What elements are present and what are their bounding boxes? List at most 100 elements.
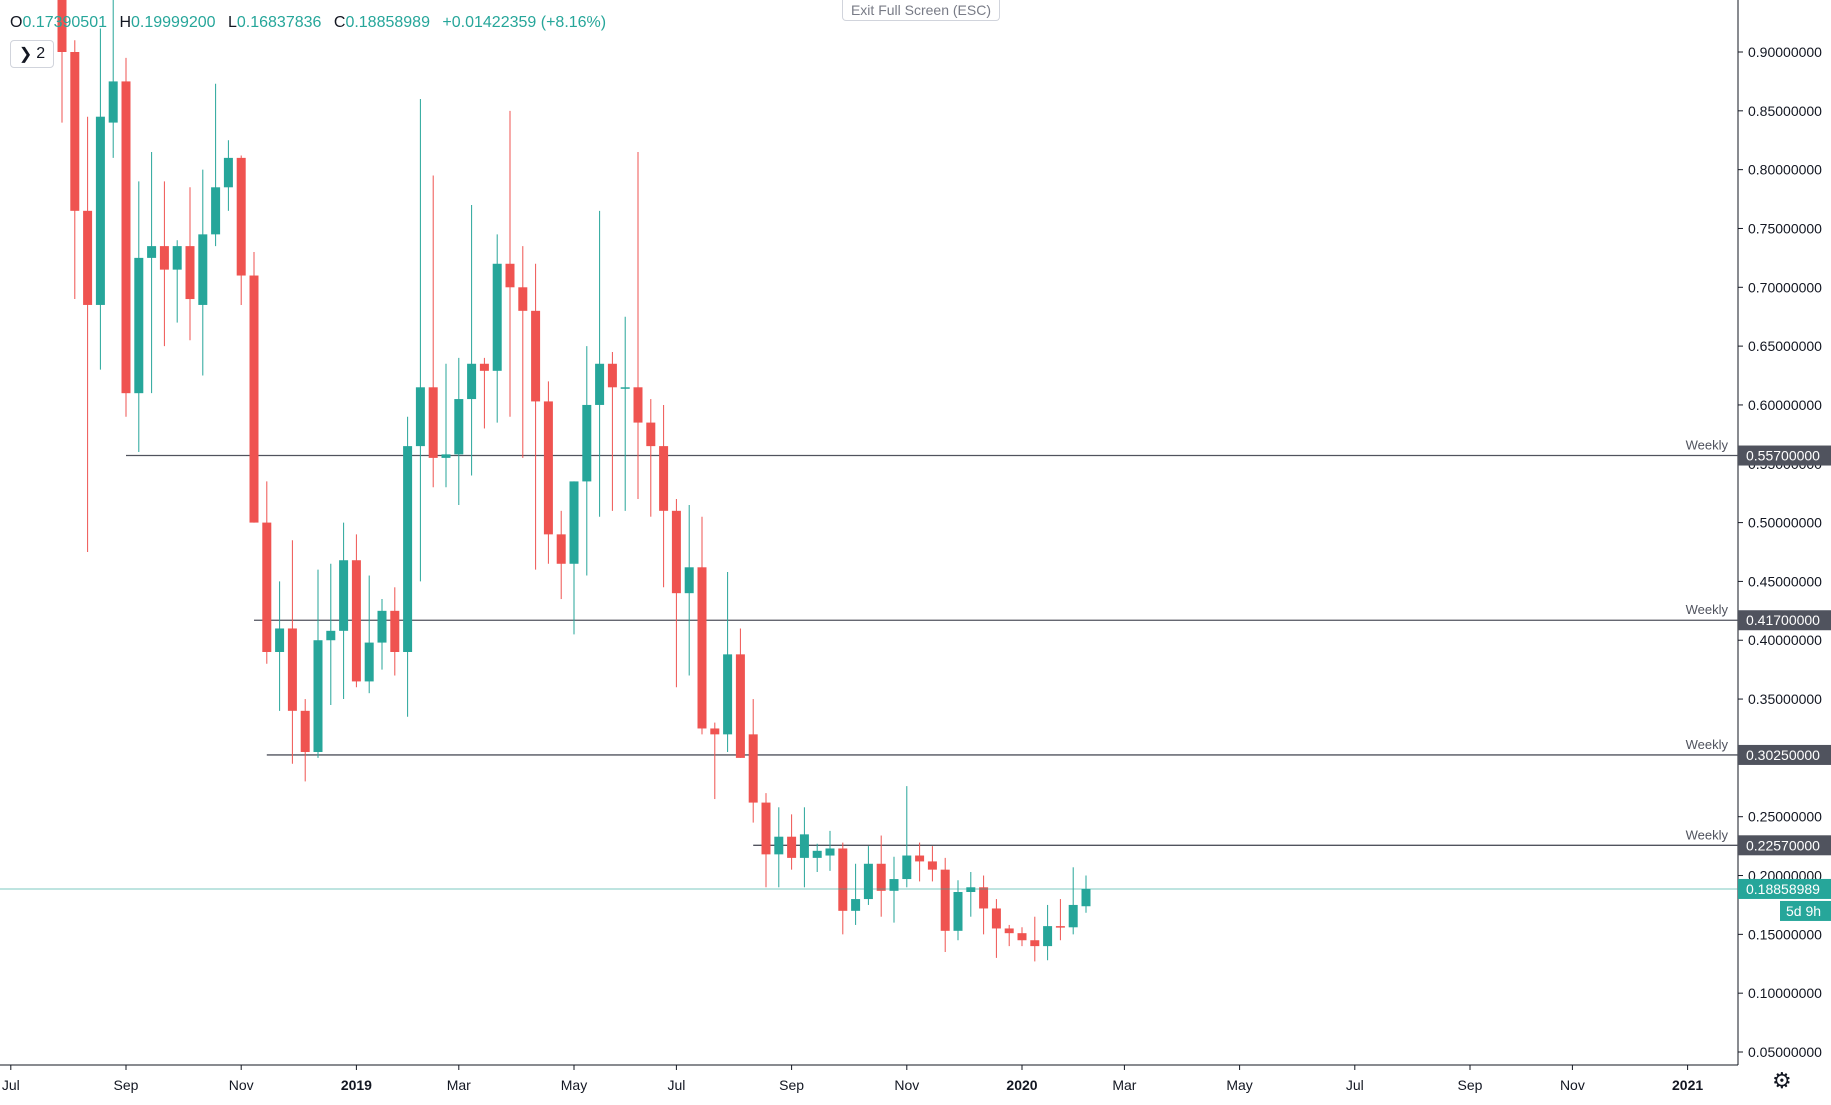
candle — [671, 499, 681, 688]
candle — [851, 863, 861, 925]
candle — [902, 786, 912, 888]
candle — [876, 835, 886, 917]
candle-body — [287, 628, 297, 711]
candle-body — [505, 263, 515, 288]
candle — [518, 246, 528, 458]
x-tick-label: Sep — [114, 1077, 139, 1093]
collapse-indicators-button[interactable]: ❯ 2 — [10, 40, 54, 68]
candle-body — [441, 454, 451, 458]
candle — [339, 522, 349, 700]
candle-body — [1043, 926, 1053, 947]
candle — [812, 843, 822, 872]
y-tick-label: 0.90000000 — [1748, 44, 1822, 60]
y-tick-label: 0.80000000 — [1748, 162, 1822, 178]
candle-body — [364, 642, 374, 682]
candle — [121, 57, 131, 417]
level-name: Weekly — [1686, 737, 1729, 752]
candle-body — [543, 401, 553, 535]
candle-body — [1030, 940, 1040, 947]
level-price-badge — [1738, 835, 1831, 856]
candle-body — [95, 116, 105, 305]
countdown-label: 5d 9h — [1786, 903, 1821, 919]
candle-body — [607, 363, 617, 388]
candle — [582, 346, 592, 576]
candle-body — [556, 534, 566, 564]
x-tick-label: May — [561, 1077, 587, 1093]
candle-body — [659, 446, 669, 511]
candle — [313, 569, 323, 758]
candle-body — [825, 848, 835, 856]
candle-body — [1017, 933, 1027, 941]
candle — [454, 357, 464, 505]
candle-body — [185, 246, 195, 300]
close-value: 0.18858989 — [345, 14, 430, 31]
candle — [620, 316, 630, 511]
exit-fullscreen-button[interactable]: Exit Full Screen (ESC) — [842, 0, 1000, 21]
x-tick-label: Jul — [667, 1077, 685, 1093]
candle-body — [774, 836, 784, 855]
candle — [159, 181, 169, 347]
candle-body — [198, 234, 208, 305]
candle — [940, 857, 950, 952]
x-tick-label: Nov — [894, 1077, 919, 1093]
candle-body — [646, 422, 656, 447]
x-tick-label: Nov — [229, 1077, 254, 1093]
candle-body — [863, 863, 873, 900]
candle — [543, 381, 553, 564]
level-price-label: 0.30250000 — [1746, 747, 1820, 763]
y-tick-label: 0.85000000 — [1748, 103, 1822, 119]
candle-body — [351, 560, 361, 682]
candle — [364, 575, 374, 694]
candle-body — [467, 363, 477, 400]
candle-body — [339, 560, 349, 631]
current-price-badge — [1738, 878, 1831, 899]
candle — [198, 169, 208, 376]
x-tick-label: Mar — [1112, 1077, 1136, 1093]
chevron-right-icon: ❯ — [18, 46, 33, 63]
low-key: L — [227, 14, 237, 31]
candle — [1055, 899, 1065, 941]
y-tick-label: 0.35000000 — [1748, 691, 1822, 707]
candle — [1017, 927, 1027, 947]
level-price-label: 0.22570000 — [1746, 837, 1820, 853]
x-tick-label: Jul — [1346, 1077, 1364, 1093]
candle — [249, 252, 259, 523]
candle — [1043, 904, 1053, 961]
candle — [262, 481, 272, 664]
candle-body — [697, 567, 707, 729]
open-key: O — [10, 14, 23, 31]
gear-icon[interactable]: ⚙ — [1772, 1068, 1792, 1093]
candle-body — [415, 387, 425, 447]
candle — [710, 722, 720, 800]
candle-body — [211, 187, 221, 235]
candle-body — [492, 263, 502, 371]
candle-body — [479, 363, 489, 371]
level-name: Weekly — [1686, 827, 1729, 842]
candle — [275, 581, 285, 711]
ohlc-legend: O0.17390501 H0.19999200 L0.16837836 C0.1… — [10, 14, 614, 32]
x-tick-label: Mar — [447, 1077, 471, 1093]
candle-body — [172, 246, 182, 270]
candle — [889, 856, 899, 923]
candle-body — [275, 628, 285, 652]
candle-body — [723, 654, 733, 735]
candle-body — [147, 246, 157, 258]
x-tick-label: 2021 — [1672, 1077, 1703, 1093]
candle — [787, 814, 797, 870]
y-tick-label: 0.70000000 — [1748, 279, 1822, 295]
change-value: +0.01422359 (+8.16%) — [442, 14, 607, 31]
x-tick-label: Jul — [2, 1077, 20, 1093]
candle-body — [582, 404, 592, 482]
candle — [403, 416, 413, 717]
candle — [825, 830, 835, 871]
candle — [991, 899, 1001, 958]
candle — [377, 599, 387, 670]
x-tick-label: Sep — [1458, 1077, 1483, 1093]
candle — [761, 793, 771, 888]
low-value: 0.16837836 — [236, 14, 322, 31]
y-tick-label: 0.65000000 — [1748, 338, 1822, 354]
candle-body — [1081, 888, 1091, 907]
candle-body — [927, 861, 937, 870]
